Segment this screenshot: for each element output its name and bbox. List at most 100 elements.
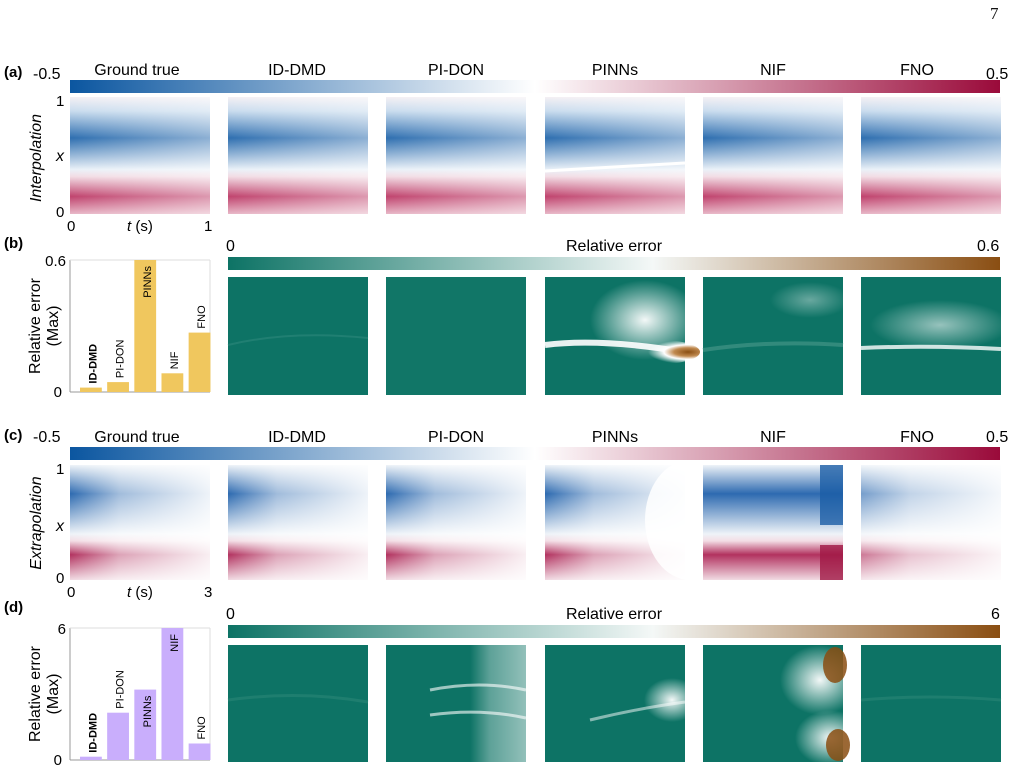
error-d-fno <box>860 645 1002 762</box>
method-title-nif: NIF <box>760 62 786 79</box>
error-b-nif <box>702 277 850 395</box>
bar-label-pinns: PINNs <box>142 695 154 727</box>
method-title-ground-true: Ground true <box>94 62 179 79</box>
bar-label-nif: NIF <box>169 351 181 369</box>
error-colorbar-d-min: 0 <box>226 606 235 623</box>
error-d-pi-don <box>386 645 527 762</box>
bar-pinns <box>134 689 157 760</box>
axis-t-tick-a-start: 0 <box>67 218 75 235</box>
y-axis-label: Relative error <box>27 645 44 742</box>
bar-label-pi-don: PI-DON <box>115 340 127 379</box>
error-b-pi-don <box>386 277 526 395</box>
error-colorbar-b-max: 0.6 <box>977 238 999 255</box>
bar-label-fno: FNO <box>196 716 208 740</box>
axis-x-tick-c-top: 1 <box>56 461 64 478</box>
y-tick-label: 0 <box>54 752 62 769</box>
method-title-ground-true: Ground true <box>94 429 179 446</box>
method-title-nif: NIF <box>760 429 786 446</box>
solution-colorbar-a <box>70 80 1000 93</box>
error-colorbar-b <box>228 257 1000 270</box>
solution-colorbar-c <box>70 447 1000 460</box>
field-a-ground-true <box>70 97 210 214</box>
method-title-pi-don: PI-DON <box>428 429 484 446</box>
axis-x-label-a: x <box>55 148 65 165</box>
panel-a-tag: (a) <box>4 64 22 81</box>
method-title-pinns: PINNs <box>592 429 638 446</box>
error-b-pinns <box>544 277 700 395</box>
method-title-pinns: PINNs <box>592 62 638 79</box>
bar-label-id-dmd: ID-DMD <box>87 713 99 753</box>
panel-c-tag: (c) <box>4 427 22 444</box>
row-label-extrapolation: Extrapolation <box>28 476 45 569</box>
error-colorbar-d-label: Relative error <box>566 606 663 623</box>
colorbar-c-min: -0.5 <box>33 429 61 446</box>
error-d-id-dmd <box>227 645 369 762</box>
field-a-id-dmd <box>228 97 368 214</box>
bar-fno <box>188 332 211 392</box>
axis-x-tick-a-bottom: 0 <box>56 204 64 221</box>
svg-text:t (s): t (s) <box>127 218 153 235</box>
field-c-nif <box>703 465 843 580</box>
page-number: 7 <box>990 4 999 23</box>
panel-d-tag: (d) <box>4 599 23 616</box>
bar-label-nif: NIF <box>169 634 181 652</box>
bar-id-dmd <box>80 756 102 760</box>
row-label-interpolation: Interpolation <box>28 114 45 202</box>
interp-fields <box>70 97 1001 214</box>
method-title-fno: FNO <box>900 62 934 79</box>
y-axis-sublabel: (Max) <box>45 674 62 715</box>
axis-t-label-a: t (s) <box>127 218 153 235</box>
method-title-id-dmd: ID-DMD <box>268 62 326 79</box>
field-a-pi-don <box>386 97 526 214</box>
axis-x-tick-a-top: 1 <box>56 93 64 110</box>
colorbar-a-min: -0.5 <box>33 66 61 83</box>
axis-t-label-c: t (s) <box>127 584 153 601</box>
method-title-id-dmd: ID-DMD <box>268 429 326 446</box>
bar-label-pinns: PINNs <box>142 266 154 298</box>
error-d-pinns <box>545 645 700 762</box>
bar-label-fno: FNO <box>196 305 208 329</box>
y-tick-label: 0 <box>54 384 62 401</box>
method-titles-a: Ground true ID-DMD PI-DON PINNs NIF FNO <box>94 62 934 79</box>
error-colorbar-d <box>228 625 1000 638</box>
extrap-error-maps <box>227 645 1002 766</box>
interp-error-maps <box>227 277 1010 395</box>
bar-nif <box>161 628 184 760</box>
bar-pi-don <box>107 712 129 760</box>
bar-label-id-dmd: ID-DMD <box>87 344 99 384</box>
method-titles-c: Ground true ID-DMD PI-DON PINNs NIF FNO <box>94 429 934 446</box>
axis-x-label-c: x <box>55 518 65 535</box>
colorbar-a-max: 0.5 <box>986 66 1008 83</box>
error-d-nif <box>703 645 865 766</box>
field-a-nif <box>703 97 843 214</box>
bar-pinns <box>134 260 157 392</box>
y-axis-sublabel: (Max) <box>45 306 62 347</box>
colorbar-c-max: 0.5 <box>986 429 1008 446</box>
field-c-fno <box>861 465 1001 580</box>
field-c-id-dmd <box>228 465 368 580</box>
field-a-pinns <box>544 97 686 214</box>
svg-text:t (s): t (s) <box>127 584 153 601</box>
panel-b-tag: (b) <box>4 235 23 252</box>
field-a-fno <box>861 97 1001 214</box>
axis-t-tick-c-end: 3 <box>204 584 212 601</box>
bar-fno <box>188 743 211 760</box>
bar-id-dmd <box>80 387 102 392</box>
error-b-fno <box>860 277 1010 395</box>
bar-chart-d: 0 6 Relative error (Max) ID-DMD PI-DON PINNs NI… <box>27 621 211 769</box>
error-colorbar-d-max: 6 <box>991 606 1000 623</box>
error-colorbar-b-label: Relative error <box>566 238 663 255</box>
bar-label-pi-don: PI-DON <box>115 670 127 709</box>
bar-pi-don <box>107 382 129 392</box>
field-c-ground-true <box>70 465 210 580</box>
y-tick-label: 0.6 <box>45 253 66 270</box>
y-tick-label: 6 <box>58 621 66 638</box>
axis-x-tick-c-bottom: 0 <box>56 570 64 587</box>
method-title-pi-don: PI-DON <box>428 62 484 79</box>
axis-t-tick-c-start: 0 <box>67 584 75 601</box>
error-colorbar-b-min: 0 <box>226 238 235 255</box>
method-title-fno: FNO <box>900 429 934 446</box>
axis-t-tick-a-end: 1 <box>204 218 212 235</box>
